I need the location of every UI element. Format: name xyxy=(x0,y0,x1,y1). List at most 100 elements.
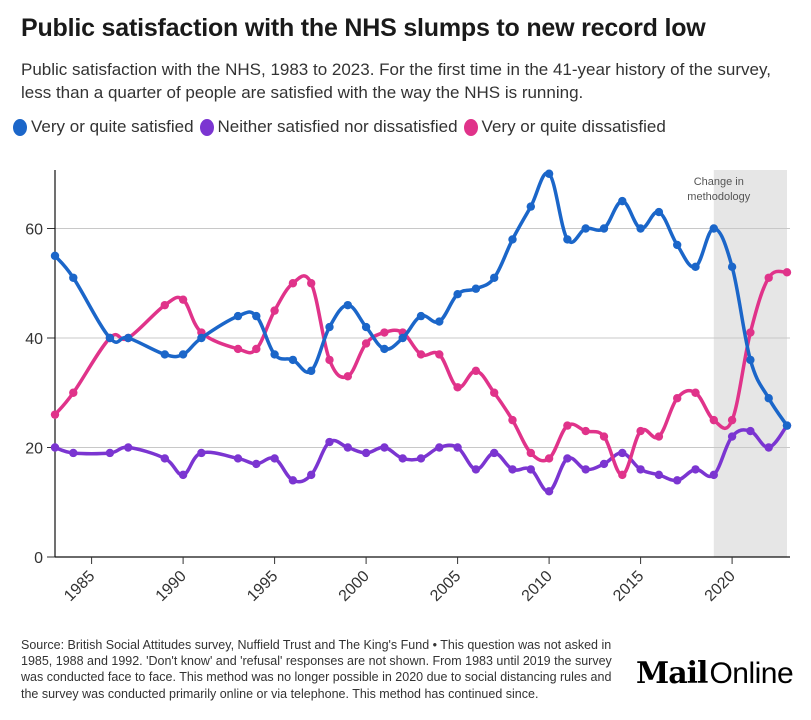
data-point-dissatisfied: 2004: 37 xyxy=(435,350,444,359)
data-point-neither: 2008: 16 xyxy=(508,465,517,474)
series-layer: 1983: 20 1984: 19 1986: 19 1987: 20 1989: 18… xyxy=(50,169,792,496)
legend-label-dissatisfied: Very or quite dissatisfied xyxy=(481,117,666,136)
data-point-dissatisfied: 1996: 50 xyxy=(288,279,298,288)
data-point-satisfied: 2020: 53 xyxy=(727,262,737,272)
data-point-satisfied: 2000: 42 xyxy=(361,322,371,332)
data-point-satisfied: 2009: 64 xyxy=(526,202,535,211)
data-point-dissatisfied: 2020: 25 xyxy=(727,415,737,425)
data-point-neither: 1984: 19 xyxy=(69,448,78,458)
data-point-neither: 2018: 16 xyxy=(691,465,700,474)
legend-swatch-neither xyxy=(199,118,214,136)
series-neither: 1983: 20 1984: 19 1986: 19 1987: 20 1989: 18… xyxy=(50,421,792,496)
data-point-dissatisfied: 2012: 23 xyxy=(581,426,590,436)
data-point-dissatisfied: 2007: 30 xyxy=(490,388,499,397)
data-point-satisfied: 1991: 40 xyxy=(197,333,206,343)
data-point-satisfied: 1987: 40 xyxy=(124,333,133,343)
y-tick-label: 60 xyxy=(25,222,43,239)
series-dissatisfied: 1983: 26 1984: 30 1986: 40 1987: 40 1989: 46… xyxy=(50,268,792,480)
data-point-neither: 1990: 15 xyxy=(178,470,188,480)
legend-item-neither: Neither satisfied nor dissatisfied xyxy=(199,117,458,137)
data-point-neither: 2013: 17 xyxy=(599,459,609,469)
y-tick-label: 20 xyxy=(25,441,43,458)
data-point-neither: 2015: 16 xyxy=(636,465,645,474)
data-point-satisfied: 2017: 57 xyxy=(673,240,682,250)
data-point-neither: 2007: 19 xyxy=(490,448,499,458)
data-point-neither: 2004: 20 xyxy=(435,443,444,452)
data-point-satisfied: 2014: 65 xyxy=(618,196,627,206)
data-point-satisfied: 2007: 51 xyxy=(490,273,499,282)
legend-item-dissatisfied: Very or quite dissatisfied xyxy=(463,117,666,137)
data-point-dissatisfied: 1984: 30 xyxy=(69,388,78,397)
data-point-satisfied: 2011: 58 xyxy=(563,235,572,244)
data-point-dissatisfied: 2003: 37 xyxy=(416,350,426,359)
data-point-satisfied: 2006: 49 xyxy=(471,284,481,293)
chart-subtitle: Public satisfaction with the NHS, 1983 t… xyxy=(21,60,771,102)
data-point-neither: 2010: 12 xyxy=(544,487,554,496)
data-point-dissatisfied: 1990: 47 xyxy=(178,295,188,304)
data-point-neither: 2006: 16 xyxy=(471,465,481,474)
data-point-satisfied: 1989: 37 xyxy=(160,350,169,359)
x-tick-label: 2000 xyxy=(336,568,373,605)
data-point-dissatisfied: 1989: 46 xyxy=(160,300,169,310)
data-point-satisfied: 1998: 42 xyxy=(325,322,334,332)
legend-label-satisfied: Very or quite satisfied xyxy=(31,117,194,136)
legend-label-neither: Neither satisfied nor dissatisfied xyxy=(217,117,458,136)
data-point-satisfied: 1999: 46 xyxy=(343,300,352,310)
data-point-satisfied: 1983: 55 xyxy=(50,251,60,261)
data-point-satisfied: 1995: 37 xyxy=(270,350,279,359)
series-satisfied: 1983: 55 1984: 51 1986: 40 1987: 40 1989: 37… xyxy=(50,169,792,430)
data-point-neither: 2009: 16 xyxy=(526,465,535,474)
legend-swatch-dissatisfied xyxy=(463,118,478,136)
data-point-neither: 1998: 21 xyxy=(325,437,334,447)
data-point-dissatisfied: 2011: 24 xyxy=(563,421,572,430)
data-point-dissatisfied: 2022: 51 xyxy=(764,273,773,282)
data-point-dissatisfied: 2013: 22 xyxy=(599,432,609,441)
x-tick-label: 1985 xyxy=(61,568,98,605)
data-point-satisfied: 2012: 60 xyxy=(581,224,590,233)
data-point-dissatisfied: 2009: 19 xyxy=(526,448,535,458)
data-point-dissatisfied: 1983: 26 xyxy=(50,410,60,419)
data-point-neither: 1996: 14 xyxy=(288,476,298,485)
data-point-neither: 2019: 15 xyxy=(709,470,718,480)
data-point-satisfied: 1993: 44 xyxy=(233,311,243,321)
data-point-neither: 2001: 20 xyxy=(380,443,389,452)
data-point-neither: 2011: 18 xyxy=(563,454,572,463)
data-point-neither: 2017: 14 xyxy=(673,476,682,485)
data-point-dissatisfied: 1994: 38 xyxy=(252,344,261,354)
x-tick-label: 2010 xyxy=(519,568,556,605)
data-point-satisfied: 2010: 70 xyxy=(544,169,554,178)
data-point-satisfied: 2008: 58 xyxy=(508,235,517,244)
data-point-dissatisfied: 2008: 25 xyxy=(508,415,517,425)
data-point-satisfied: 2001: 38 xyxy=(380,344,389,354)
y-tick-label: 0 xyxy=(34,550,43,567)
data-point-satisfied: 1984: 51 xyxy=(69,273,78,282)
series-line-satisfied xyxy=(53,171,789,428)
data-point-satisfied: 2004: 43 xyxy=(435,317,444,326)
data-point-satisfied: 2015: 60 xyxy=(636,224,645,233)
data-point-dissatisfied: 2005: 31 xyxy=(453,383,462,392)
data-point-satisfied: 2005: 48 xyxy=(453,290,462,299)
data-point-neither: 1983: 20 xyxy=(50,443,60,452)
x-tick-label: 1995 xyxy=(244,568,281,605)
data-point-neither: 2020: 22 xyxy=(727,432,737,441)
data-point-neither: 2022: 20 xyxy=(764,443,773,452)
data-point-neither: 2005: 20 xyxy=(453,443,462,452)
data-point-dissatisfied: 1998: 36 xyxy=(325,355,334,365)
data-point-dissatisfied: 1999: 33 xyxy=(343,372,352,381)
data-point-dissatisfied: 2018: 30 xyxy=(691,388,700,397)
data-point-satisfied: 2003: 44 xyxy=(416,311,426,321)
data-point-dissatisfied: 2001: 41 xyxy=(380,328,389,337)
logo-mail: Mail xyxy=(636,656,708,691)
source-note: Source: British Social Attitudes survey,… xyxy=(21,638,612,701)
chart-title: Public satisfaction with the NHS slumps … xyxy=(21,14,706,42)
data-point-dissatisfied: 2014: 15 xyxy=(618,470,627,480)
axis-layer: 0 20 40 60 1985 1990 1995 2000 2005 2010 2015 2020 xyxy=(25,170,790,605)
x-tick-label: 1990 xyxy=(153,568,190,605)
legend-item-satisfied: Very or quite satisfied xyxy=(13,117,194,137)
y-tick-label: 40 xyxy=(25,331,43,348)
data-point-neither: 2002: 18 xyxy=(398,454,407,463)
data-point-neither: 1993: 18 xyxy=(233,454,243,463)
data-point-neither: 1987: 20 xyxy=(124,443,133,452)
data-point-satisfied: 1986: 40 xyxy=(105,333,115,343)
data-point-neither: 1995: 18 xyxy=(270,454,279,463)
